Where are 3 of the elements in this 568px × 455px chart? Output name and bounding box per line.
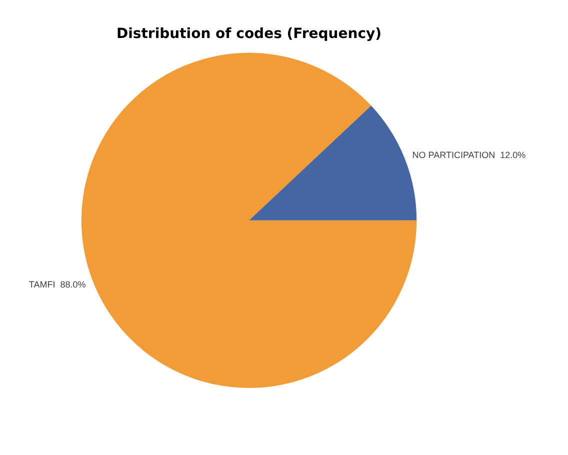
slice-label: NO PARTICIPATION 12.0% bbox=[412, 150, 526, 160]
slice-label: TAMFI 88.0% bbox=[28, 280, 86, 290]
chart-title: Distribution of codes (Frequency) bbox=[116, 26, 382, 42]
